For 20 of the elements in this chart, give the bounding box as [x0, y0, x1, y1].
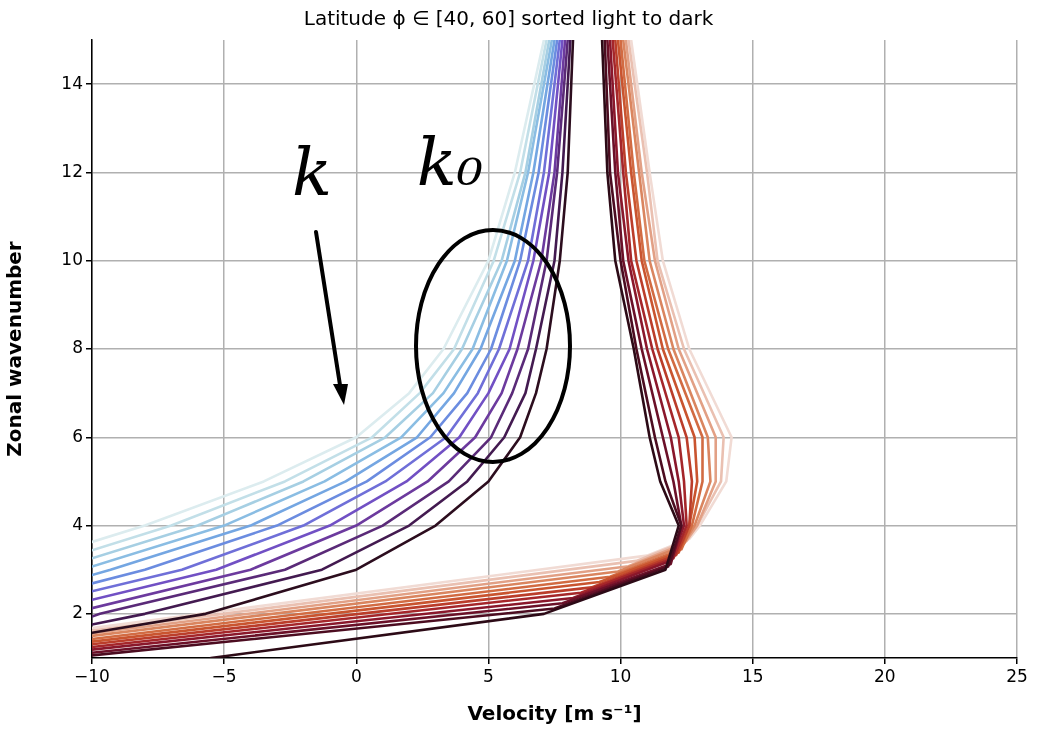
y-tick-label: 4: [72, 513, 83, 534]
chart-title: Latitude ϕ ∈ [40, 60] sorted light to dark: [303, 6, 714, 31]
annotation: k: [292, 134, 332, 211]
x-tick-label: 20: [874, 665, 896, 686]
annotation: k₀: [416, 124, 484, 201]
x-tick-label: 15: [741, 665, 764, 686]
x-tick-label: −10: [74, 665, 110, 686]
y-tick-label: 6: [72, 425, 83, 446]
y-tick-label: 8: [72, 337, 83, 358]
x-tick-label: 5: [483, 665, 494, 686]
y-tick-label: 10: [61, 249, 83, 270]
y-tick-label: 14: [61, 72, 83, 93]
x-tick-label: 0: [350, 665, 362, 686]
y-axis-title: Zonal wavenumber: [2, 241, 27, 457]
x-tick-label: 10: [609, 665, 632, 686]
x-axis-title: Velocity [m s⁻¹]: [467, 701, 642, 726]
x-tick-label: 25: [1006, 665, 1028, 686]
x-tick-label: −5: [211, 665, 237, 686]
y-tick-label: 2: [72, 602, 83, 623]
y-tick-label: 12: [61, 160, 83, 181]
